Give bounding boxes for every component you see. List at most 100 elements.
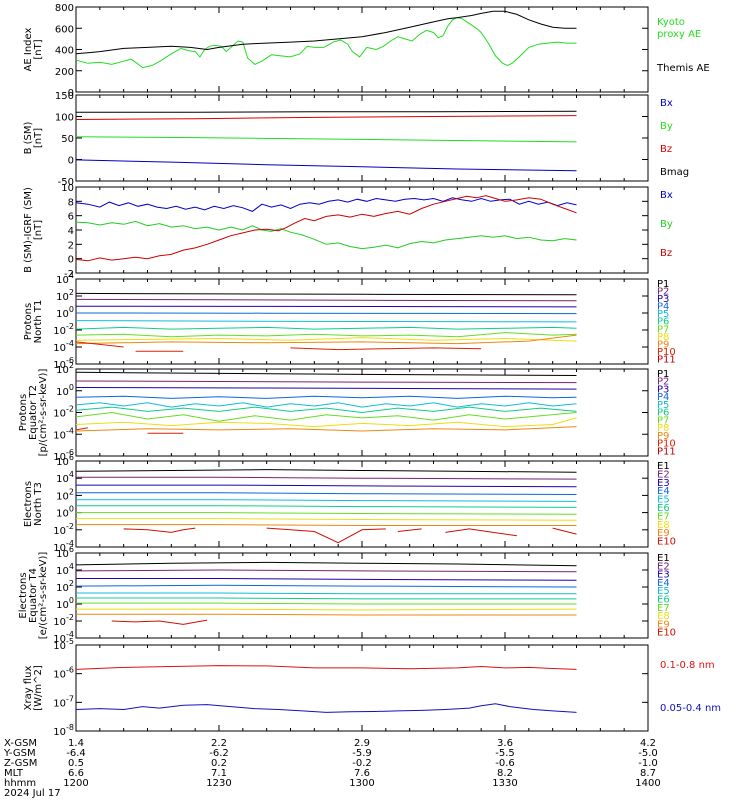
series-line xyxy=(123,527,196,533)
y-tick-label: 10-2 xyxy=(53,522,74,537)
series-line xyxy=(75,411,577,422)
series-line xyxy=(75,326,577,330)
y-tick-label: 102 xyxy=(56,288,74,303)
series-line xyxy=(75,703,577,713)
legend-entry: P7 xyxy=(657,415,669,426)
x-row-value: 1200 xyxy=(63,778,88,789)
x-row-value: 4.2 xyxy=(640,738,656,749)
series-line xyxy=(75,115,577,120)
x-row-label: X-GSM xyxy=(4,738,37,749)
y-tick-label: 106 xyxy=(56,453,74,468)
x-row-value: 7.6 xyxy=(354,768,370,779)
legend-entry: P11 xyxy=(657,446,676,457)
y-tick-label: 10-4 xyxy=(53,630,74,645)
y-axis-label: Electrons xyxy=(23,481,34,527)
series-line xyxy=(76,476,577,480)
legend-entry: E9 xyxy=(657,619,670,630)
series-line xyxy=(75,10,577,55)
y-tick-label: 100 xyxy=(56,305,74,320)
series-line xyxy=(290,347,482,351)
y-tick-label: 100 xyxy=(56,505,74,520)
x-row-value: 8.7 xyxy=(640,768,656,779)
legend-entry: E6 xyxy=(657,503,670,514)
series-line xyxy=(75,469,577,473)
series-line xyxy=(75,406,577,414)
series-line xyxy=(75,220,577,250)
series-line xyxy=(75,292,577,296)
y-tick-label: 10-8 xyxy=(53,723,74,738)
y-tick-label: 50 xyxy=(61,134,74,145)
legend-entry: P7 xyxy=(657,324,669,335)
legend-entry: Bx xyxy=(660,98,673,109)
y-tick-label: 100 xyxy=(56,383,74,398)
x-row-value: -5.5 xyxy=(495,748,515,759)
legend-entry: E7 xyxy=(657,511,670,522)
series-line xyxy=(75,320,577,323)
legend-entry: proxy AE xyxy=(657,29,701,40)
legend-entry: Bx xyxy=(660,190,673,201)
x-row-label: Z-GSM xyxy=(4,758,37,769)
legend-entry: E10 xyxy=(657,628,676,639)
y-tick-label: 10-7 xyxy=(53,694,74,709)
legend-entry: E3 xyxy=(657,570,670,581)
x-row-value: 1400 xyxy=(635,778,660,789)
series-line xyxy=(75,387,577,390)
series-line xyxy=(76,518,577,521)
date-label: 2024 Jul 17 xyxy=(4,788,61,799)
series-line xyxy=(76,578,577,581)
legend-entry: P8 xyxy=(657,332,669,343)
y-tick-label: 0 xyxy=(68,255,74,266)
series-line xyxy=(76,602,577,605)
series-line xyxy=(76,592,577,595)
y-tick-label: -2 xyxy=(64,269,74,280)
series-line xyxy=(75,17,577,69)
panel-frame xyxy=(75,94,649,182)
y-tick-label: 800 xyxy=(55,3,74,14)
y-tick-label: 100 xyxy=(55,113,74,124)
legend-entry: E5 xyxy=(657,495,670,506)
legend-entry: E4 xyxy=(657,578,670,589)
x-row-value: 8.2 xyxy=(497,768,513,779)
series-line xyxy=(76,597,577,600)
legend-entry: E8 xyxy=(657,611,670,622)
legend-entry: E2 xyxy=(657,469,670,480)
x-row-value: 2.9 xyxy=(354,738,370,749)
x-row-value: -6.4 xyxy=(66,748,86,759)
y-tick-label: 102 xyxy=(56,361,74,376)
y-tick-label: 10-6 xyxy=(53,666,74,681)
series-line xyxy=(75,380,577,384)
series-line xyxy=(75,569,577,573)
x-row-value: 7.1 xyxy=(211,768,227,779)
y-tick-label: 10-6 xyxy=(53,356,74,371)
legend-entry: 0.05-0.4 nm xyxy=(660,703,721,714)
x-row-value: 0.2 xyxy=(211,758,227,769)
series-line xyxy=(75,312,577,315)
panel-frame xyxy=(75,644,649,732)
series-line xyxy=(552,527,577,535)
y-axis-label: [nT] xyxy=(33,220,44,240)
legend-entry: Bmag xyxy=(660,167,689,178)
x-row-value: 1300 xyxy=(349,778,374,789)
x-row-value: -6.2 xyxy=(209,748,229,759)
y-tick-label: 0 xyxy=(68,156,74,167)
series-line xyxy=(75,584,577,588)
y-axis-label: Equator T2 xyxy=(28,385,39,440)
series-line xyxy=(75,395,577,399)
y-tick-label: 4 xyxy=(68,226,74,237)
legend-entry: By xyxy=(660,219,673,230)
y-tick-label: 104 xyxy=(56,271,74,286)
legend-entry: E10 xyxy=(657,537,676,548)
legend-entry: E3 xyxy=(657,478,670,489)
series-line xyxy=(76,492,577,495)
y-tick-label: 6 xyxy=(68,212,74,223)
legend-entry: E6 xyxy=(657,595,670,606)
panel-frame xyxy=(75,6,649,93)
x-row-value: 1.4 xyxy=(68,738,84,749)
x-row-value: 0.5 xyxy=(68,758,84,769)
y-axis-label: Electrons xyxy=(18,572,29,618)
x-row-label: hhmm xyxy=(4,778,36,789)
legend-entry: E9 xyxy=(657,528,670,539)
y-axis-label: [p/(cm²-s-sr-keV)] xyxy=(38,369,49,457)
